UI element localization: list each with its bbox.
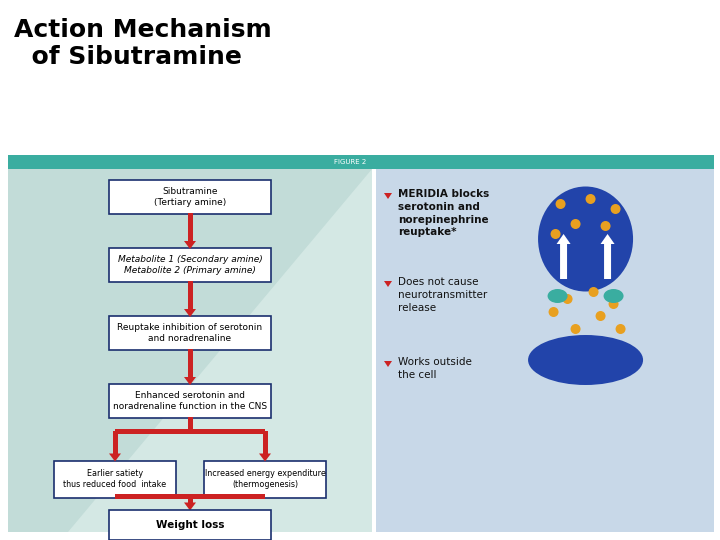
Bar bbox=[8, 169, 372, 532]
Polygon shape bbox=[109, 454, 121, 462]
Polygon shape bbox=[259, 454, 271, 462]
Circle shape bbox=[616, 324, 626, 334]
Polygon shape bbox=[184, 503, 196, 510]
Bar bbox=[187, 417, 192, 431]
Circle shape bbox=[549, 307, 559, 317]
Text: Earlier satiety
thus reduced food  intake: Earlier satiety thus reduced food intake bbox=[63, 469, 166, 489]
Text: Increased energy expenditure
(thermogenesis): Increased energy expenditure (thermogene… bbox=[204, 469, 325, 489]
Polygon shape bbox=[8, 169, 372, 532]
Circle shape bbox=[551, 229, 561, 239]
Circle shape bbox=[595, 311, 606, 321]
Text: MERIDIA blocks
serotonin and
norepinephrine
reuptake*: MERIDIA blocks serotonin and norepinephr… bbox=[398, 189, 490, 238]
Text: Metabolite 1 (Secondary amine)
Metabolite 2 (Primary amine): Metabolite 1 (Secondary amine) Metabolit… bbox=[117, 255, 262, 275]
Bar bbox=[115, 494, 265, 499]
FancyBboxPatch shape bbox=[109, 384, 271, 418]
Polygon shape bbox=[184, 309, 196, 317]
Polygon shape bbox=[184, 241, 196, 249]
Text: FIGURE 2: FIGURE 2 bbox=[334, 159, 366, 165]
FancyArrow shape bbox=[557, 234, 570, 279]
Bar bbox=[8, 155, 714, 169]
FancyBboxPatch shape bbox=[109, 510, 271, 539]
Circle shape bbox=[570, 219, 580, 229]
Text: Sibutramine
(Tertiary amine): Sibutramine (Tertiary amine) bbox=[154, 187, 226, 207]
Bar bbox=[187, 213, 192, 241]
FancyBboxPatch shape bbox=[109, 180, 271, 214]
Bar bbox=[115, 429, 265, 434]
Circle shape bbox=[588, 287, 598, 297]
Circle shape bbox=[556, 199, 566, 209]
Circle shape bbox=[562, 294, 572, 304]
Polygon shape bbox=[384, 281, 392, 287]
Ellipse shape bbox=[538, 186, 633, 292]
Text: Works outside
the cell: Works outside the cell bbox=[398, 357, 472, 380]
Bar bbox=[263, 431, 268, 454]
Ellipse shape bbox=[603, 289, 624, 303]
Text: Action Mechanism
  of Sibutramine: Action Mechanism of Sibutramine bbox=[14, 18, 271, 69]
Circle shape bbox=[585, 194, 595, 204]
Circle shape bbox=[570, 324, 580, 334]
Circle shape bbox=[608, 299, 618, 309]
Bar bbox=[187, 349, 192, 377]
Bar bbox=[538, 292, 634, 347]
FancyBboxPatch shape bbox=[109, 316, 271, 350]
Polygon shape bbox=[184, 377, 196, 385]
Text: Does not cause
neurotransmitter
release: Does not cause neurotransmitter release bbox=[398, 277, 487, 313]
Polygon shape bbox=[384, 193, 392, 199]
Polygon shape bbox=[384, 361, 392, 367]
Bar bbox=[112, 431, 117, 454]
Bar bbox=[187, 496, 192, 503]
Circle shape bbox=[600, 221, 611, 231]
FancyArrow shape bbox=[600, 234, 615, 279]
FancyBboxPatch shape bbox=[204, 461, 326, 497]
Bar bbox=[187, 281, 192, 309]
FancyBboxPatch shape bbox=[54, 461, 176, 497]
Circle shape bbox=[611, 204, 621, 214]
Text: Reuptake inhibition of serotonin
and noradrenaline: Reuptake inhibition of serotonin and nor… bbox=[117, 323, 263, 343]
Text: Weight loss: Weight loss bbox=[156, 519, 224, 530]
Bar bbox=[376, 169, 714, 532]
Ellipse shape bbox=[528, 335, 643, 385]
FancyBboxPatch shape bbox=[109, 248, 271, 282]
Text: Enhanced serotonin and
noradrenaline function in the CNS: Enhanced serotonin and noradrenaline fun… bbox=[113, 391, 267, 411]
Ellipse shape bbox=[547, 289, 567, 303]
